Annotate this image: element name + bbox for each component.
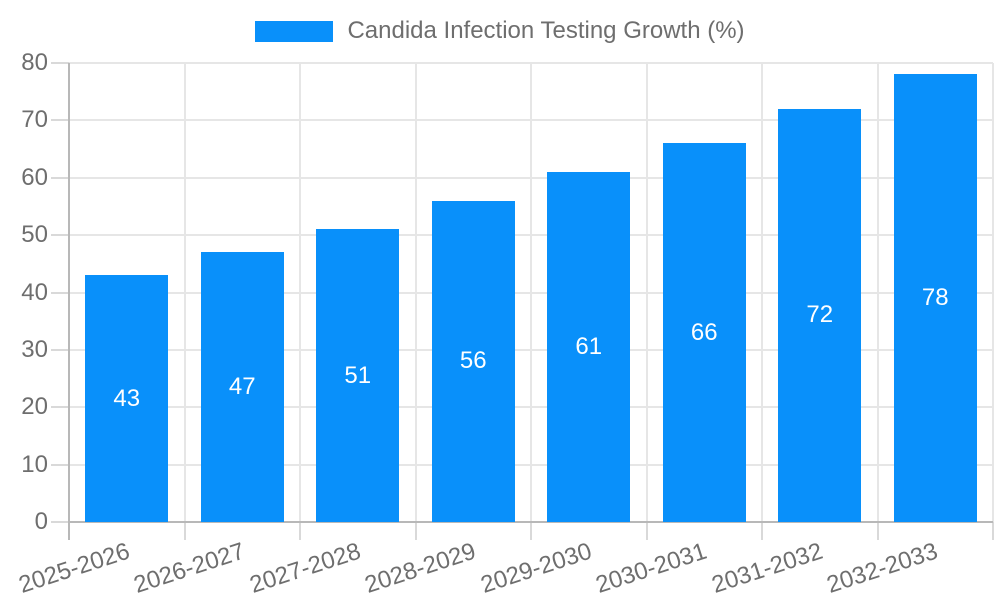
x-axis-tick xyxy=(183,522,186,540)
bar-value-label: 43 xyxy=(113,384,141,412)
gridline-vertical xyxy=(414,63,417,522)
y-axis-tick xyxy=(51,62,69,64)
x-axis-line xyxy=(69,521,993,523)
x-axis-tick xyxy=(876,522,879,540)
x-axis-tick xyxy=(761,522,763,540)
y-axis-tick xyxy=(51,234,69,237)
y-axis-tick xyxy=(51,348,69,351)
bar[interactable] xyxy=(547,172,631,522)
y-axis-tick xyxy=(51,119,69,122)
gridline-vertical xyxy=(183,63,186,522)
x-axis-tick xyxy=(992,522,994,540)
x-axis-tick xyxy=(299,522,301,540)
gridline-vertical xyxy=(530,63,532,522)
gridline-vertical xyxy=(299,63,301,522)
legend-swatch xyxy=(255,20,334,42)
y-axis-tick xyxy=(51,291,69,294)
y-axis-tick-label: 60 xyxy=(21,163,48,191)
bar[interactable] xyxy=(662,143,746,522)
bar[interactable] xyxy=(778,108,862,522)
y-axis-tick-label: 0 xyxy=(34,508,48,535)
bar-value-label: 47 xyxy=(228,373,256,401)
y-axis-tick xyxy=(51,406,69,409)
y-axis-tick xyxy=(51,176,69,179)
y-axis-tick xyxy=(51,463,69,466)
bar[interactable] xyxy=(200,252,284,522)
bar-value-label: 78 xyxy=(921,284,949,312)
legend-label: Candida Infection Testing Growth (%) xyxy=(347,17,745,44)
y-axis-tick xyxy=(51,521,69,523)
y-axis-tick-label: 10 xyxy=(21,450,48,478)
bar-value-label: 51 xyxy=(344,361,372,389)
bar[interactable] xyxy=(431,200,515,522)
legend-item[interactable]: Candida Infection Testing Growth (%) xyxy=(0,16,1000,46)
bar-value-label: 56 xyxy=(459,347,487,375)
bar-value-label: 61 xyxy=(575,333,603,360)
x-axis-tick xyxy=(414,522,417,540)
gridline-vertical xyxy=(876,63,879,522)
x-axis-tick xyxy=(645,522,648,540)
bar[interactable] xyxy=(316,229,400,522)
bar[interactable] xyxy=(893,74,977,522)
y-axis-tick-label: 70 xyxy=(21,106,48,134)
y-axis-tick-label: 50 xyxy=(21,221,48,249)
bar-value-label: 66 xyxy=(690,318,718,346)
y-axis-tick-label: 30 xyxy=(21,335,48,363)
gridline-vertical xyxy=(761,63,763,522)
y-axis-tick-label: 40 xyxy=(21,278,48,306)
y-axis-tick-label: 80 xyxy=(21,49,48,76)
gridline-vertical xyxy=(992,63,994,522)
y-axis-line xyxy=(68,63,70,540)
bar-value-label: 72 xyxy=(806,301,834,329)
gridline-vertical xyxy=(645,63,648,522)
bar[interactable] xyxy=(85,275,169,522)
x-axis-tick xyxy=(530,522,532,540)
y-axis-tick-label: 20 xyxy=(21,393,48,421)
